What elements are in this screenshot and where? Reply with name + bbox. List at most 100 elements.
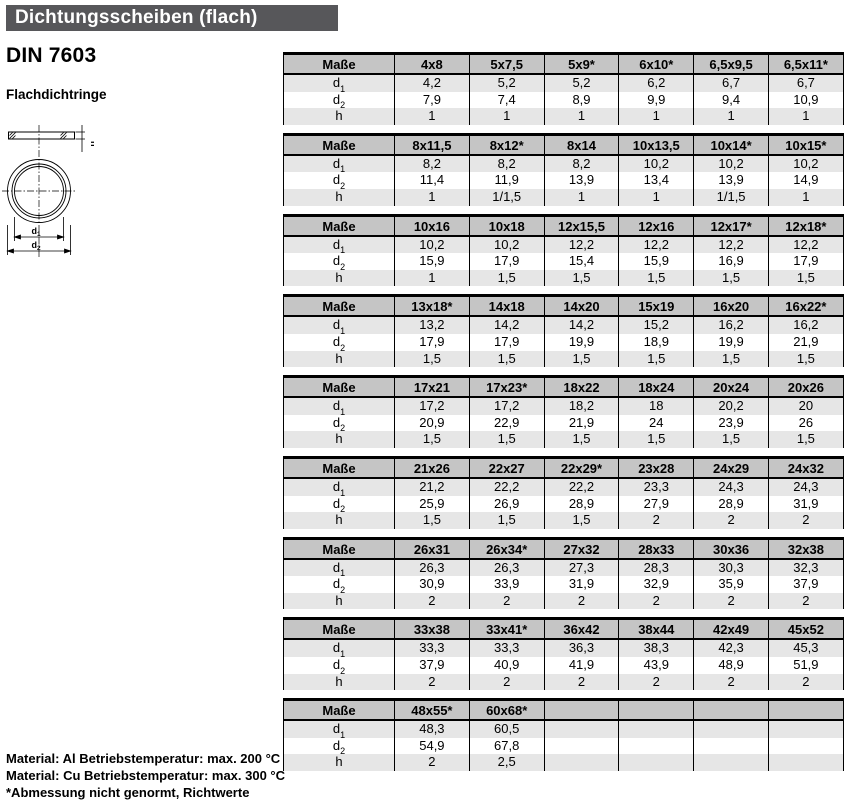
table-corner-label: Maße [322,541,356,557]
dim-value-cell: 2 [693,673,768,691]
size-header-cell: 4x8 [394,55,469,73]
row-label-text: d [332,721,341,737]
table-data-row: d1 8,2 8,2 8,2 10,2 10,2 10,2 [284,155,843,173]
dim-value-cell: 30,3 [693,559,768,577]
dim-value-cell: 1 [618,188,693,206]
row-label-cell: h [284,351,394,368]
dim-value-cell: 2 [543,592,619,610]
row-label-subscript: 2 [340,342,346,351]
dim-value-cell: 1,5 [693,431,768,448]
dim-value-cell: 1 [394,108,469,125]
row-label-text: d [332,317,341,333]
dim-value-cell: 28,3 [618,559,693,577]
dim-value-cell: 1 [767,188,843,206]
tables-region: Maße 4x8 5x7,5 5x9* 6x10* 6,5x9,5 6,5x11* d1 4,2… [283,52,844,772]
row-label-text: d [332,75,341,90]
row-label-cell: d2 [284,334,394,351]
row-label-subscript: 1 [340,83,346,92]
dim-value-cell: 1,5 [468,350,544,368]
dim-value-cell: 1,5 [468,431,544,448]
dim-value-cell: 30,9 [394,576,469,593]
row-label-subscript: 2 [340,665,346,674]
table-corner-label: Maße [322,137,356,153]
dim-value-cell: 1,5 [543,431,619,448]
size-header-cell: 26x34* [468,539,544,558]
dim-value-cell: 11,4 [394,172,469,189]
dim-value-cell [767,737,843,755]
dim-value-cell: 1,5 [767,431,843,448]
row-label-cell: h [284,512,394,529]
note-asterisk: *Abmessung nicht genormt, Richtwerte [6,785,250,800]
row-label-text: d [332,478,341,494]
dim-value-cell: 16,2 [767,317,843,334]
dim-value-cell: 14,9 [767,172,843,189]
dim-value-cell: 24,3 [693,478,768,496]
dim-value-cell: 9,4 [693,91,768,109]
row-label-text: d [332,333,341,349]
size-header-cell: 10x15* [767,135,843,154]
size-header-cell [618,701,693,720]
dim-value-cell: 1 [468,108,544,125]
dim-value-cell: 23,9 [693,414,768,432]
dim-value-cell: 14,2 [468,317,544,334]
dim-value-cell: 20,2 [693,398,768,415]
dim-value-cell: 13,9 [693,172,768,189]
dimension-table: Maße 13x18* 14x18 14x20 15x19 16x20 16x22* d1 13… [283,294,844,368]
dim-value-cell [767,721,843,738]
dim-value-cell: 19,9 [693,333,768,351]
row-label-text: h [335,350,343,366]
dim-value-cell: 17,2 [394,398,469,415]
row-label-subscript: 2 [340,746,346,755]
dim-value-cell: 6,2 [618,75,693,92]
table-data-row: d2 15,9 17,9 15,4 15,9 16,9 17,9 [284,253,843,270]
dim-value-cell: 51,9 [767,657,843,674]
dim-value-cell: 2 [767,673,843,691]
row-label-cell: d1 [284,156,394,173]
dim-value-cell: 1,5 [394,431,469,448]
dim-value-cell: 45,3 [767,640,843,658]
table-data-row: h 1,5 1,5 1,5 2 2 2 [284,512,843,529]
dim-value-cell: 1,5 [618,350,693,368]
dim-value-cell: 24 [618,414,693,432]
table-data-row: d2 37,9 40,9 41,9 43,9 48,9 51,9 [284,657,843,674]
size-header-cell: 16x22* [767,297,843,316]
dim-value-cell: 37,9 [394,657,469,674]
row-label-subscript: 2 [340,100,346,109]
dim-value-cell: 24,3 [767,478,843,496]
size-header-cell: 15x19 [618,297,693,316]
row-label-cell: h [284,754,394,771]
dim-value-cell: 2 [618,592,693,610]
dim-value-cell: 1 [693,108,768,125]
row-label-text: d [332,398,341,414]
table-data-row: d2 17,9 17,9 19,9 18,9 19,9 21,9 [284,333,843,351]
dim-value-cell: 1,5 [693,350,768,368]
dim-value-cell: 2 [767,592,843,610]
row-label-cell: d2 [284,92,394,109]
dim-value-cell: 20,9 [394,414,469,432]
row-label-cell: d2 [284,657,394,674]
dim-value-cell: 18,2 [543,398,619,415]
dim-value-cell: 1,5 [468,269,544,287]
dim-value-cell: 41,9 [543,657,619,674]
dim-value-cell: 21,9 [543,414,619,432]
dim-value-cell: 48,3 [394,721,469,738]
dim-value-cell: 33,3 [394,640,469,658]
row-label-text: d [332,576,341,592]
size-header-cell [693,701,768,720]
dim-value-cell: 2 [468,673,544,691]
dim-value-cell: 22,9 [468,414,544,432]
size-header-cell: 30x36 [693,539,768,558]
dim-value-cell: 10,9 [767,91,843,109]
size-header-cell: 28x33 [618,539,693,558]
dim-value-cell: 12,2 [693,236,768,254]
size-header-cell [767,701,843,720]
table-data-row: h 2 2,5 [284,754,843,772]
size-header-cell: 22x29* [543,458,619,477]
size-header-cell: 24x32 [767,458,843,477]
row-label-text: h [335,188,343,204]
row-label-text: d [332,172,341,188]
row-label-text: d [332,253,341,269]
dim-value-cell: 2 [394,673,469,691]
size-header-cell: 27x32 [543,539,619,558]
dim-value-cell: 8,2 [543,155,619,173]
